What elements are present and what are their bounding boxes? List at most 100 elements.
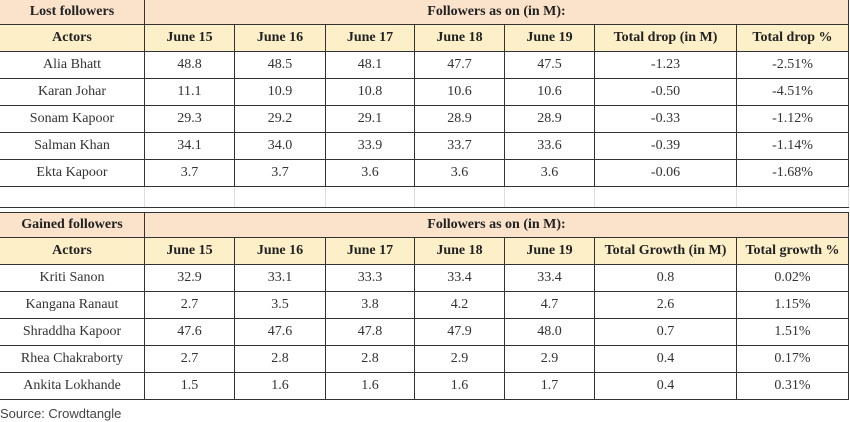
value-cell: -1.23 [594,51,737,79]
value-cell: 2.9 [504,345,595,373]
actor-name: Alia Bhatt [0,51,145,79]
table-title-row: Lost followers Followers as on (in M): [0,0,849,25]
span-title: Followers as on (in M): [144,212,849,238]
value-cell: 10.9 [234,78,326,106]
column-header: June 18 [414,237,505,265]
lost-followers-table: Lost followers Followers as on (in M): Act… [0,0,849,208]
actor-name: Rhea Chakraborty [0,345,145,373]
table-row: Sonam Kapoor 29.3 29.2 29.1 28.9 28.9 -0.33 -1.… [0,105,849,133]
value-cell: 34.1 [144,132,235,160]
empty-cell [234,186,326,208]
value-cell: 3.6 [504,159,595,187]
value-cell: 47.6 [144,318,235,346]
column-header: Total Growth (in M) [594,237,737,265]
actor-name: Karan Johar [0,78,145,106]
value-cell: 32.9 [144,264,235,292]
value-cell: 10.8 [325,78,415,106]
empty-cell [504,186,595,208]
value-cell: 3.7 [144,159,235,187]
value-cell: 1.7 [504,372,595,400]
value-cell: 47.9 [414,318,505,346]
value-cell: -1.68% [736,159,849,187]
actor-name: Kriti Sanon [0,264,145,292]
header-row: Actors June 15 June 16 June 17 June 18 June 1… [0,237,849,265]
value-cell: 28.9 [414,105,505,133]
value-cell: 0.31% [736,372,849,400]
empty-cell [414,186,505,208]
value-cell: 48.8 [144,51,235,79]
column-header: June 15 [144,237,235,265]
empty-cell [736,186,849,208]
value-cell: 2.8 [234,345,326,373]
value-cell: -4.51% [736,78,849,106]
column-header: June 18 [414,24,505,52]
table-row: Shraddha Kapoor 47.6 47.6 47.8 47.9 48.0 0.7 1.… [0,318,849,346]
actor-name: Ekta Kapoor [0,159,145,187]
value-cell: -0.50 [594,78,737,106]
value-cell: 33.4 [414,264,505,292]
header-row: Actors June 15 June 16 June 17 June 18 June 1… [0,24,849,52]
value-cell: 2.9 [414,345,505,373]
value-cell: -2.51% [736,51,849,79]
column-header: Total growth % [736,237,849,265]
column-header: June 16 [234,237,326,265]
value-cell: 4.7 [504,291,595,319]
value-cell: 4.2 [414,291,505,319]
value-cell: -0.39 [594,132,737,160]
value-cell: 48.1 [325,51,415,79]
value-cell: 48.0 [504,318,595,346]
actor-name: Salman Khan [0,132,145,160]
value-cell: 2.6 [594,291,737,319]
value-cell: 28.9 [504,105,595,133]
table-row: Rhea Chakraborty 2.7 2.8 2.8 2.9 2.9 0.4 0.17% [0,345,849,373]
value-cell: 3.7 [234,159,326,187]
value-cell: 3.8 [325,291,415,319]
column-header: June 17 [325,237,415,265]
value-cell: 3.6 [325,159,415,187]
value-cell: 29.3 [144,105,235,133]
value-cell: 1.15% [736,291,849,319]
column-header: Total drop % [736,24,849,52]
value-cell: 47.5 [504,51,595,79]
value-cell: 0.8 [594,264,737,292]
column-header: Actors [0,24,145,52]
table-row: Salman Khan 34.1 34.0 33.9 33.7 33.6 -0.39 -1.1… [0,132,849,160]
column-header: June 19 [504,237,595,265]
value-cell: 48.5 [234,51,326,79]
value-cell: 0.4 [594,372,737,400]
value-cell: 29.2 [234,105,326,133]
table-title-row: Gained followers Followers as on (in M): [0,212,849,238]
empty-cell [144,186,235,208]
value-cell: 47.8 [325,318,415,346]
value-cell: 3.5 [234,291,326,319]
value-cell: 10.6 [414,78,505,106]
value-cell: -0.33 [594,105,737,133]
table-row: Karan Johar 11.1 10.9 10.8 10.6 10.6 -0.50 -4.5… [0,78,849,106]
value-cell: 0.7 [594,318,737,346]
gained-followers-table: Gained followers Followers as on (in M): A… [0,212,849,400]
column-header: June 17 [325,24,415,52]
value-cell: 29.1 [325,105,415,133]
value-cell: 33.4 [504,264,595,292]
value-cell: 11.1 [144,78,235,106]
empty-cell [594,186,737,208]
value-cell: 33.9 [325,132,415,160]
value-cell: 47.6 [234,318,326,346]
value-cell: 10.6 [504,78,595,106]
actor-name: Sonam Kapoor [0,105,145,133]
value-cell: 33.1 [234,264,326,292]
value-cell: 33.3 [325,264,415,292]
source-note: Source: Crowdtangle [0,406,122,421]
value-cell: 1.6 [325,372,415,400]
table-row: Ekta Kapoor 3.7 3.7 3.6 3.6 3.6 -0.06 -1.68% [0,159,849,187]
value-cell: 0.4 [594,345,737,373]
spacer-row [0,186,849,208]
value-cell: -0.06 [594,159,737,187]
empty-cell [325,186,415,208]
value-cell: 2.7 [144,291,235,319]
empty-cell [0,186,145,208]
value-cell: 1.5 [144,372,235,400]
column-header: Total drop (in M) [594,24,737,52]
value-cell: 33.7 [414,132,505,160]
actor-name: Kangana Ranaut [0,291,145,319]
